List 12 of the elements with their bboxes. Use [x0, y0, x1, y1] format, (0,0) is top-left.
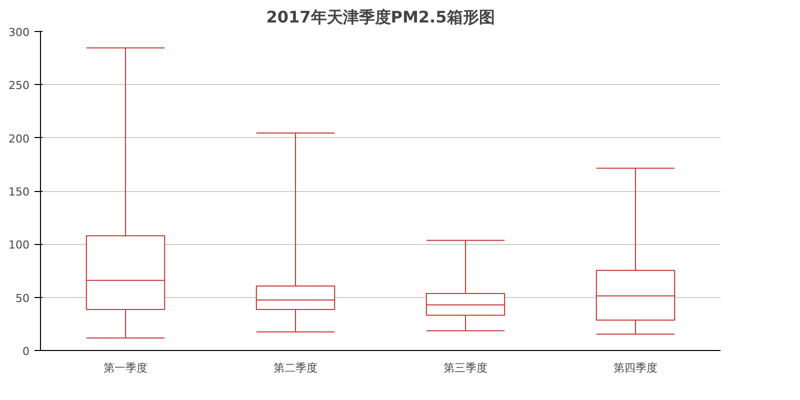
y-tick-label: 50	[16, 292, 30, 305]
y-tick-label: 300	[8, 26, 30, 39]
x-tick-label: 第四季度	[614, 362, 658, 374]
chart-title: 2017年天津季度PM2.5箱形图	[266, 8, 495, 26]
y-tick-label: 200	[8, 132, 30, 146]
y-tick-label: 100	[8, 238, 30, 252]
x-tick-label: 第二季度	[274, 362, 318, 374]
x-tick-label: 第三季度	[444, 362, 488, 374]
x-tick-label: 第一季度	[104, 362, 148, 374]
y-tick-label: 150	[8, 186, 30, 198]
y-tick-label: 250	[8, 79, 30, 92]
y-tick-label: 0	[22, 345, 30, 358]
